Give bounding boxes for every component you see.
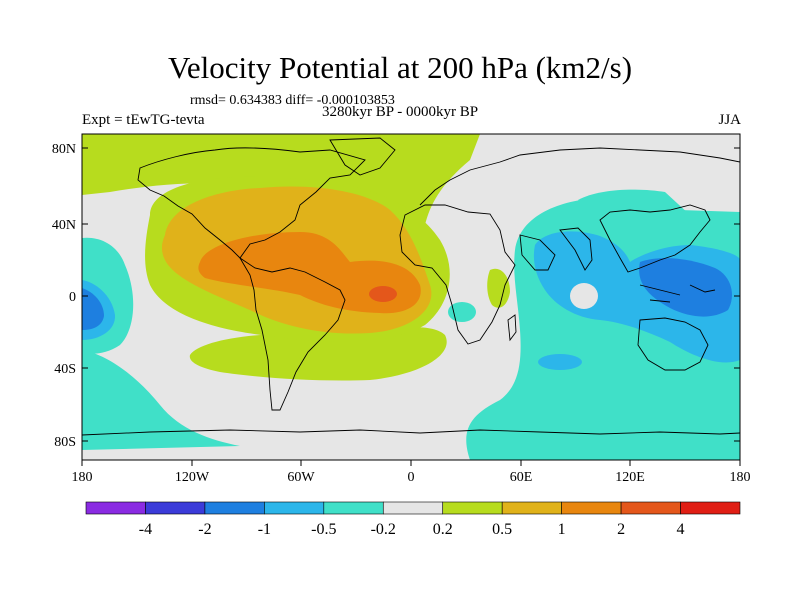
colorbar-tick-label: -2 xyxy=(198,521,211,538)
coast-eurasia xyxy=(419,147,740,273)
colorbar-swatch xyxy=(204,501,265,515)
coast-north-america xyxy=(137,147,366,259)
colorbar-tick-label: -4 xyxy=(139,521,152,538)
coast-maritime-continent xyxy=(639,284,716,303)
field-pos-darkorange xyxy=(198,232,421,314)
lon-label-120e: 120E xyxy=(615,470,645,485)
field-neg-south-west xyxy=(82,350,240,450)
lon-label-0: 0 xyxy=(408,470,415,485)
lon-label-120w: 120W xyxy=(175,470,210,485)
coast-madagascar xyxy=(507,314,517,342)
colorbar: -4 -2 -1 -0.5 -0.2 0.2 0.5 1 2 4 xyxy=(85,501,741,538)
lon-axis: 180 120W 60W 0 60E 120E 180 xyxy=(72,460,751,485)
coast-australia xyxy=(637,317,709,371)
field-neg-west-core xyxy=(82,288,104,330)
colorbar-swatch xyxy=(561,501,622,515)
colorbar-swatch xyxy=(442,501,503,515)
field-pos-africa xyxy=(487,268,510,308)
colorbar-swatch xyxy=(264,501,325,515)
map-title: Velocity Potential at 200 hPa (km2/s) xyxy=(167,50,633,85)
colorbar-swatch xyxy=(145,501,206,515)
coast-greenland xyxy=(329,137,396,176)
field-pos-red-core xyxy=(369,286,397,302)
colorbar-swatch xyxy=(501,501,562,515)
lon-label-180w: 180 xyxy=(72,470,93,485)
colorbar-swatch xyxy=(382,501,444,515)
lat-label-80n: 80N xyxy=(52,142,76,157)
colorbar-tick-label: 4 xyxy=(677,521,685,538)
lat-axis: 80N 40N 0 40S 80S xyxy=(52,142,740,450)
colorbar-swatch xyxy=(85,501,146,515)
time-period: 3280kyr BP - 0000kyr BP xyxy=(322,104,479,120)
coastlines xyxy=(82,137,740,436)
field-neg-core-pacific xyxy=(639,258,732,317)
colorbar-swatch xyxy=(680,501,741,515)
coast-south-america xyxy=(239,257,346,411)
lon-label-60w: 60W xyxy=(287,470,315,485)
colorbar-tick-label: 0.5 xyxy=(492,521,512,538)
colorbar-tick-label: -1 xyxy=(258,521,271,538)
rmsd-diff-stats: rmsd= 0.634383 diff= -0.000103853 xyxy=(190,93,395,108)
coast-arabia xyxy=(519,234,556,271)
colorbar-swatch xyxy=(323,501,384,515)
colorbar-swatch xyxy=(620,501,681,515)
coast-antarctica xyxy=(82,429,740,436)
contour-field xyxy=(82,134,740,460)
colorbar-tick-label: 2 xyxy=(617,521,625,538)
lon-label-60e: 60E xyxy=(510,470,533,485)
colorbar-tick-label: 0.2 xyxy=(433,521,453,538)
coast-africa xyxy=(399,204,516,345)
field-neg-indian xyxy=(538,354,582,370)
lat-label-80s: 80S xyxy=(54,435,76,450)
lat-label-40n: 40N xyxy=(52,218,76,233)
field-zero-india xyxy=(570,283,598,309)
experiment-label: Expt = tEwTG-tevta xyxy=(82,112,205,128)
colorbar-tick-label: 1 xyxy=(558,521,566,538)
season-label: JJA xyxy=(718,112,741,128)
colorbar-tick-label: -0.2 xyxy=(371,521,396,538)
field-pos-south xyxy=(189,327,447,381)
lat-label-0: 0 xyxy=(69,290,76,305)
colorbar-tick-label: -0.5 xyxy=(311,521,336,538)
lon-label-180e: 180 xyxy=(730,470,751,485)
field-neg-asia xyxy=(578,189,690,228)
lat-label-40s: 40S xyxy=(54,362,76,377)
